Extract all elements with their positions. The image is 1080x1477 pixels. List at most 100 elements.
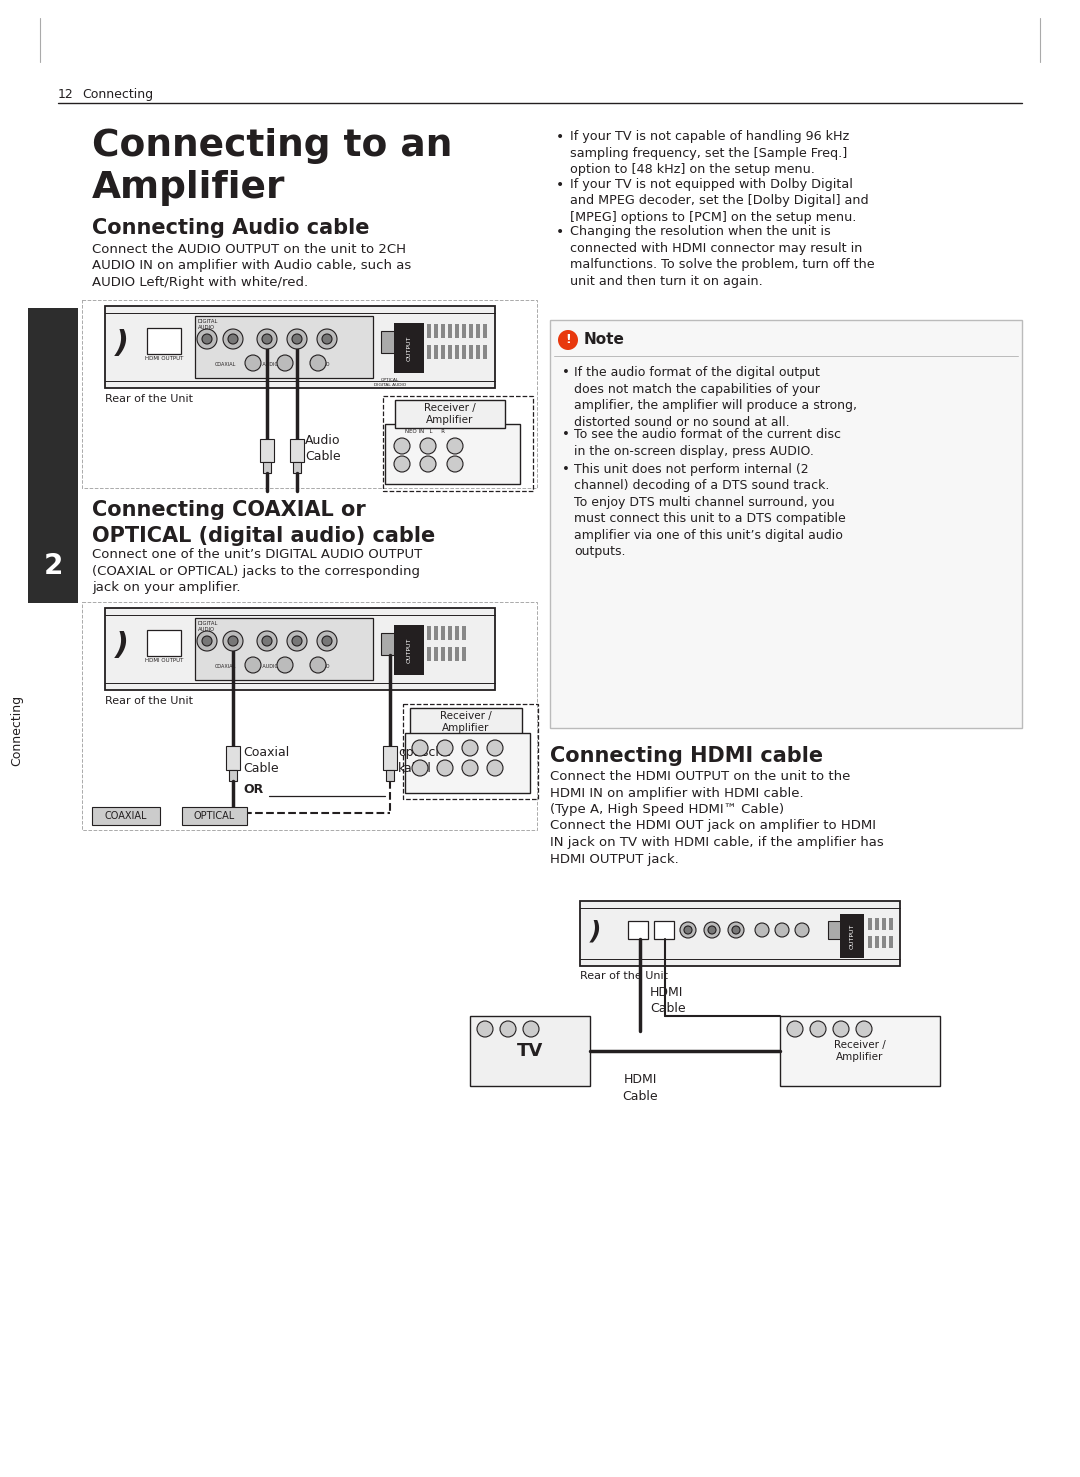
Circle shape — [728, 922, 744, 938]
Text: Connect the AUDIO OUTPUT on the unit to 2CH
AUDIO IN on amplifier with Audio cab: Connect the AUDIO OUTPUT on the unit to … — [92, 244, 411, 289]
Text: If the audio format of the digital output
does not match the capabilities of you: If the audio format of the digital outpu… — [573, 366, 858, 428]
Bar — [427, 647, 431, 662]
Text: •: • — [556, 177, 564, 192]
Bar — [441, 346, 445, 359]
Text: This unit does not perform internal (2
channel) decoding of a DTS sound track.
T: This unit does not perform internal (2 c… — [573, 462, 846, 558]
Bar — [462, 323, 465, 338]
Text: 12: 12 — [58, 89, 73, 100]
Bar — [383, 396, 534, 490]
Text: COAXIAL: COAXIAL — [214, 665, 235, 669]
Circle shape — [202, 334, 212, 344]
Bar — [434, 323, 438, 338]
Circle shape — [262, 334, 272, 344]
Circle shape — [775, 923, 789, 936]
Bar — [386, 770, 394, 781]
Text: — AUDIO —: — AUDIO — — [256, 665, 284, 669]
Bar — [455, 346, 459, 359]
Bar — [229, 770, 237, 781]
Bar — [381, 331, 399, 353]
Circle shape — [833, 1021, 849, 1037]
Text: VIDEO: VIDEO — [315, 665, 330, 669]
Bar — [882, 919, 886, 931]
Text: Connecting: Connecting — [11, 694, 24, 765]
Text: Connecting: Connecting — [82, 89, 153, 100]
Text: optische
kabel: optische kabel — [399, 746, 451, 775]
Circle shape — [447, 456, 463, 473]
Bar — [448, 647, 453, 662]
Bar — [462, 626, 465, 640]
Circle shape — [755, 923, 769, 936]
Bar — [381, 634, 399, 654]
Bar — [82, 300, 537, 487]
Text: OUTPUT: OUTPUT — [406, 637, 411, 663]
Text: Audio
Cable: Audio Cable — [305, 434, 340, 464]
Text: Coaxial
Cable: Coaxial Cable — [243, 746, 289, 775]
Bar — [469, 346, 473, 359]
Circle shape — [287, 631, 307, 651]
Circle shape — [257, 329, 276, 349]
Bar — [627, 922, 648, 939]
Circle shape — [732, 926, 740, 933]
Bar — [470, 1016, 590, 1086]
Bar — [580, 901, 900, 966]
Circle shape — [245, 657, 261, 674]
Circle shape — [222, 631, 243, 651]
Circle shape — [856, 1021, 872, 1037]
Circle shape — [318, 329, 337, 349]
Bar — [889, 936, 893, 948]
Circle shape — [420, 456, 436, 473]
Circle shape — [523, 1021, 539, 1037]
Bar — [868, 936, 872, 948]
Text: DIGITAL
AUDIO: DIGITAL AUDIO — [198, 620, 218, 632]
Bar — [448, 626, 453, 640]
Text: If your TV is not capable of handling 96 kHz
sampling frequency, set the [Sample: If your TV is not capable of handling 96… — [570, 130, 849, 176]
Circle shape — [197, 631, 217, 651]
Bar — [260, 439, 274, 462]
Circle shape — [704, 922, 720, 938]
Text: Receiver /
Amplifier: Receiver / Amplifier — [424, 403, 476, 425]
Bar — [462, 346, 465, 359]
Text: OPTICAL
DIGITAL AUDIO: OPTICAL DIGITAL AUDIO — [374, 378, 406, 387]
Bar — [441, 626, 445, 640]
Circle shape — [292, 334, 302, 344]
Text: If your TV is not equipped with Dolby Digital
and MPEG decoder, set the [Dolby D: If your TV is not equipped with Dolby Di… — [570, 177, 868, 223]
Text: HDMI OUTPUT: HDMI OUTPUT — [145, 657, 184, 663]
Circle shape — [477, 1021, 492, 1037]
Bar — [403, 705, 538, 799]
Bar — [405, 733, 530, 793]
Text: Rear of the Unit: Rear of the Unit — [105, 696, 193, 706]
Text: ): ) — [114, 329, 129, 359]
Circle shape — [487, 740, 503, 756]
Bar — [875, 936, 879, 948]
Bar — [427, 346, 431, 359]
Circle shape — [287, 329, 307, 349]
Bar — [476, 323, 480, 338]
Circle shape — [228, 334, 238, 344]
Text: Connect one of the unit’s DIGITAL AUDIO OUTPUT
(COAXIAL or OPTICAL) jacks to the: Connect one of the unit’s DIGITAL AUDIO … — [92, 548, 422, 594]
Bar — [448, 323, 453, 338]
Text: Connecting to an: Connecting to an — [92, 128, 453, 164]
Bar — [476, 346, 480, 359]
Circle shape — [322, 334, 332, 344]
Circle shape — [245, 354, 261, 371]
Bar — [441, 323, 445, 338]
Text: Rear of the Unit: Rear of the Unit — [580, 970, 669, 981]
Text: HDMI
Cable: HDMI Cable — [650, 987, 686, 1016]
Bar — [427, 626, 431, 640]
Bar — [455, 626, 459, 640]
Bar — [28, 309, 78, 603]
Text: Changing the resolution when the unit is
connected with HDMI connector may resul: Changing the resolution when the unit is… — [570, 225, 875, 288]
Text: NEO IN   L     R: NEO IN L R — [405, 428, 445, 434]
Text: HDMI OUTPUT: HDMI OUTPUT — [145, 356, 184, 360]
Circle shape — [462, 761, 478, 775]
Bar — [264, 462, 271, 473]
Bar — [434, 346, 438, 359]
Circle shape — [558, 329, 578, 350]
Bar — [226, 746, 240, 770]
Bar — [448, 346, 453, 359]
Bar — [383, 746, 397, 770]
Text: •: • — [556, 130, 564, 143]
Bar — [105, 609, 495, 690]
Text: !: ! — [565, 332, 571, 346]
Text: Receiver /
Amplifier: Receiver / Amplifier — [441, 710, 491, 734]
